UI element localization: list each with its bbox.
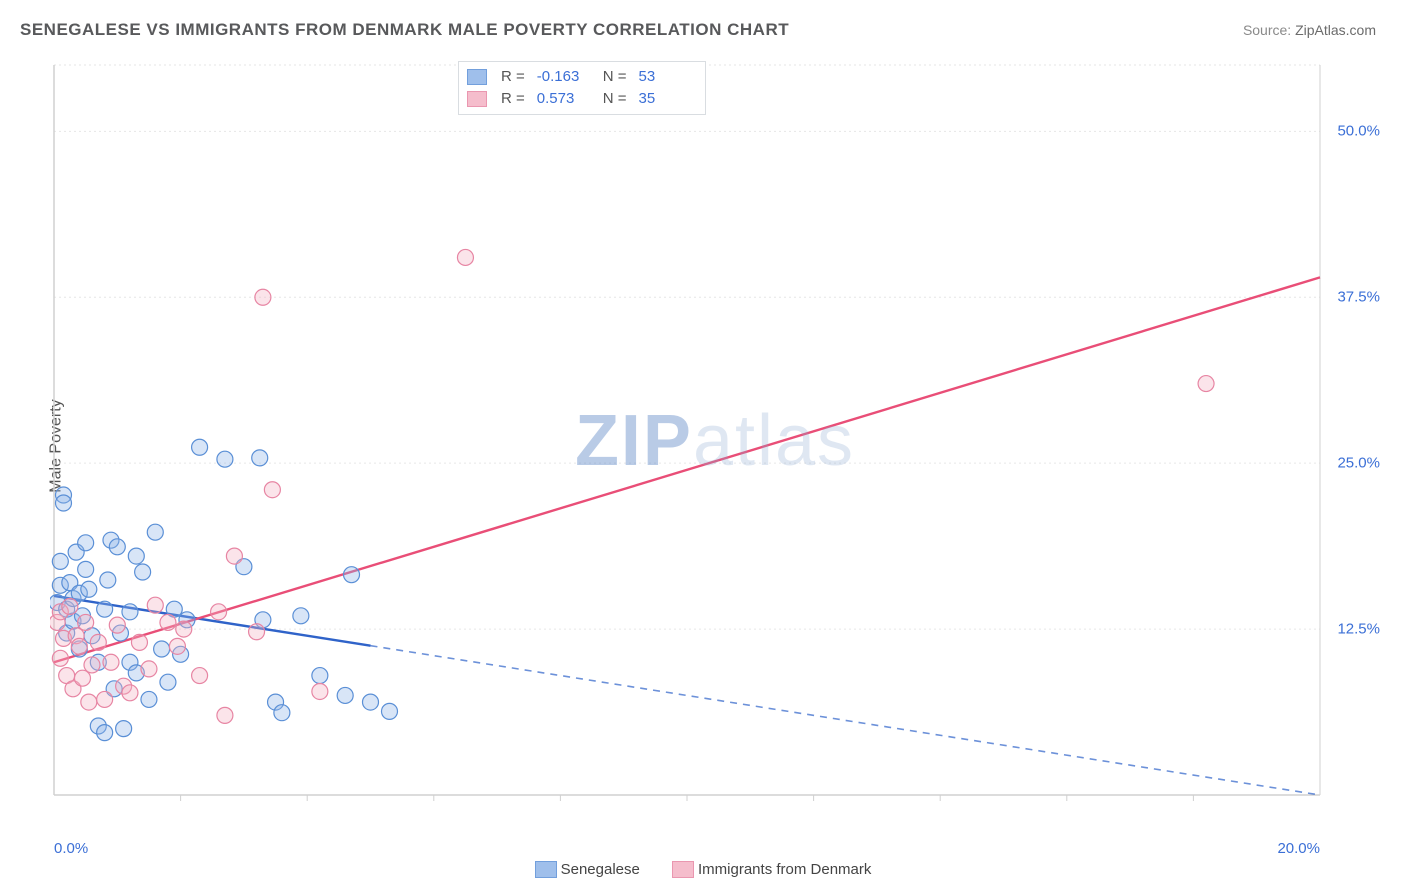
y-tick-label: 25.0% (1337, 455, 1380, 472)
legend-label-senegalese: Senegalese (561, 861, 640, 878)
plot-svg (50, 55, 1380, 835)
y-tick-label: 12.5% (1337, 621, 1380, 638)
stat-n-label-1: N = (599, 88, 627, 110)
legend-item-denmark: Immigrants from Denmark (672, 861, 871, 878)
x-tick-label: 20.0% (1277, 840, 1320, 857)
stat-r-value-0: -0.163 (531, 66, 593, 88)
legend-item-senegalese: Senegalese (535, 861, 640, 878)
stats-row-senegalese: R = -0.163 N = 53 (467, 66, 695, 88)
stats-legend-box: R = -0.163 N = 53 R = 0.573 N = 35 (458, 61, 706, 115)
source-value: ZipAtlas.com (1295, 22, 1376, 38)
y-tick-label: 50.0% (1337, 123, 1380, 140)
stat-n-value-0: 53 (633, 66, 695, 88)
stat-n-label-0: N = (599, 66, 627, 88)
stat-r-label-0: R = (497, 66, 525, 88)
chart-container: SENEGALESE VS IMMIGRANTS FROM DENMARK MA… (0, 0, 1406, 892)
plot-area: ZIPatlas (50, 55, 1380, 835)
swatch-senegalese (467, 69, 487, 85)
y-tick-label: 37.5% (1337, 289, 1380, 306)
swatch-denmark (467, 91, 487, 107)
stat-r-label-1: R = (497, 88, 525, 110)
stat-r-value-1: 0.573 (531, 88, 593, 110)
stat-n-value-1: 35 (633, 88, 695, 110)
source-label: Source: (1243, 22, 1291, 38)
chart-title: SENEGALESE VS IMMIGRANTS FROM DENMARK MA… (20, 20, 789, 40)
legend-swatch-senegalese (535, 861, 557, 878)
stats-row-denmark: R = 0.573 N = 35 (467, 88, 695, 110)
x-tick-label: 0.0% (54, 840, 88, 857)
legend-label-denmark: Immigrants from Denmark (698, 861, 871, 878)
legend-bottom: Senegalese Immigrants from Denmark (0, 861, 1406, 882)
source-attribution: Source: ZipAtlas.com (1243, 22, 1376, 38)
legend-swatch-denmark (672, 861, 694, 878)
